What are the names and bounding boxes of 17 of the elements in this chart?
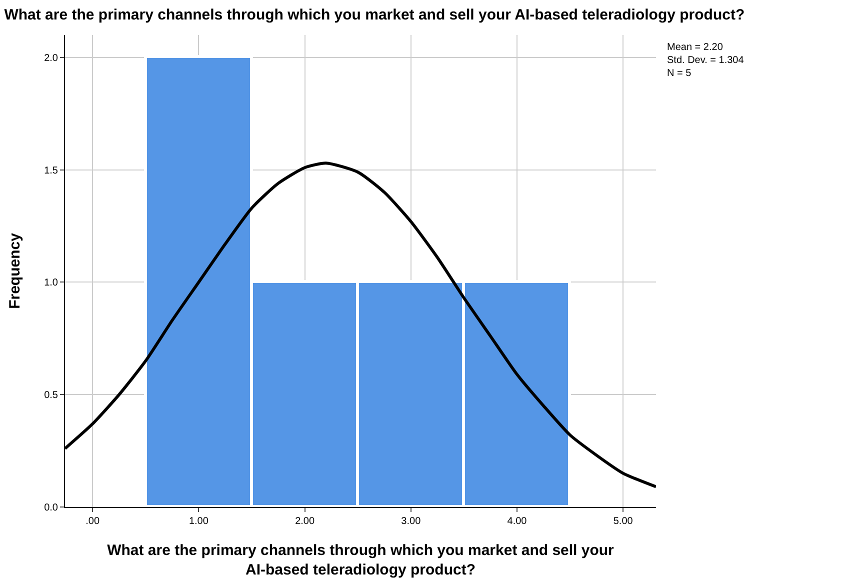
text: N = 5	[667, 68, 692, 79]
x-tick-label: 1.00	[188, 516, 209, 527]
x-tick-label: 4.00	[507, 516, 528, 527]
text: Std. Dev. = 1.304	[667, 55, 744, 66]
text: Mean = 2.20	[667, 42, 724, 53]
x-tick-label: 2.00	[295, 516, 315, 527]
y-tick-label: 2.0	[44, 52, 58, 64]
y-tick-label: 0.5	[44, 390, 58, 402]
y-tick-label: 0.0	[44, 502, 58, 514]
y-tick-label: 1.0	[44, 278, 58, 289]
x-tick-label: 5.00	[613, 516, 634, 527]
x-axis-title: What are the primary channels through which you market and sell your AI-based teleradiology product?	[107, 542, 614, 578]
y-axis-title: Frequency	[6, 232, 24, 309]
y-tick-label: 1.5	[44, 165, 58, 176]
x-tick-label: 3.00	[401, 516, 422, 527]
chart-title: What are the primary channels through which you market and sell your AI-based teleradiology product?	[4, 6, 745, 24]
x-tick-label: .00	[86, 516, 100, 527]
